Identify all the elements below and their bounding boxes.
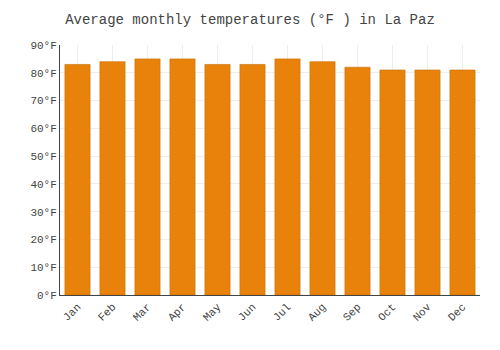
- svg-text:Nov: Nov: [411, 301, 434, 324]
- svg-text:Jun: Jun: [236, 301, 258, 323]
- svg-text:Aug: Aug: [306, 301, 328, 323]
- svg-text:Dec: Dec: [446, 301, 468, 323]
- svg-text:May: May: [201, 301, 224, 324]
- svg-text:30°F: 30°F: [30, 207, 56, 219]
- svg-text:50°F: 50°F: [30, 151, 56, 163]
- svg-text:80°F: 80°F: [30, 68, 56, 80]
- svg-text:0°F: 0°F: [37, 290, 57, 302]
- svg-text:Jan: Jan: [61, 301, 83, 323]
- svg-text:Mar: Mar: [131, 301, 153, 323]
- svg-text:60°F: 60°F: [30, 123, 56, 135]
- svg-text:70°F: 70°F: [30, 95, 56, 107]
- svg-text:40°F: 40°F: [30, 179, 56, 191]
- svg-text:20°F: 20°F: [30, 234, 56, 246]
- svg-text:Apr: Apr: [166, 301, 188, 323]
- svg-text:Feb: Feb: [96, 301, 118, 323]
- svg-text:Sep: Sep: [341, 301, 363, 323]
- svg-text:Jul: Jul: [271, 301, 293, 323]
- svg-text:90°F: 90°F: [30, 40, 56, 52]
- svg-text:Average monthly temperatures (: Average monthly temperatures (°F ) in La…: [65, 12, 435, 28]
- svg-text:Oct: Oct: [376, 301, 398, 323]
- svg-text:10°F: 10°F: [30, 262, 56, 274]
